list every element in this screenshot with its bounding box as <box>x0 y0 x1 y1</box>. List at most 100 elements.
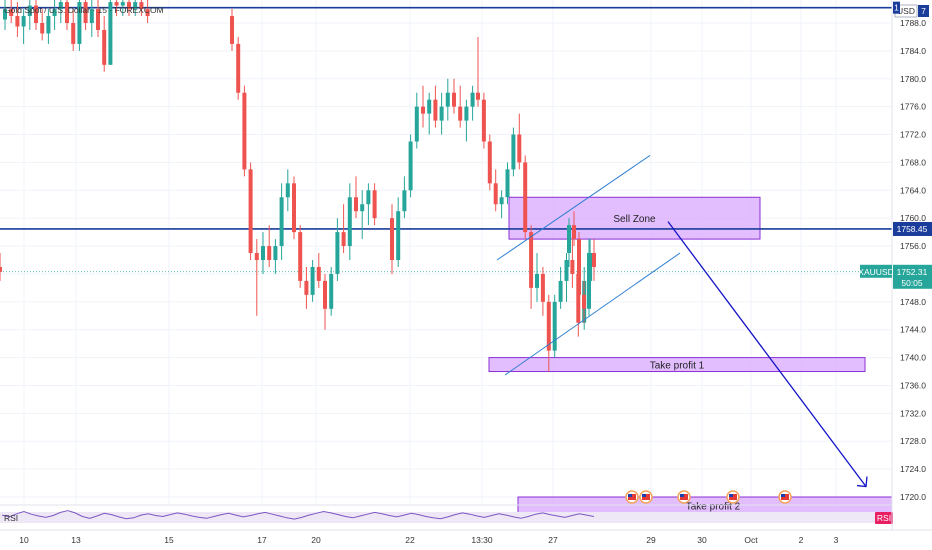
zone-label: Take profit 2 <box>686 502 741 513</box>
candle-body <box>347 197 352 247</box>
hline-tag-label: 1 <box>894 3 899 13</box>
price-tick-label: 1780.0 <box>900 74 926 84</box>
grid <box>0 0 892 505</box>
price-tick-label: 1788.0 <box>900 18 926 28</box>
candle-body <box>34 5 38 24</box>
price-tick-label: 1760.0 <box>900 213 926 223</box>
candle-body <box>71 23 76 44</box>
us-flag-icon[interactable] <box>677 490 691 504</box>
time-tick-label: 3 <box>834 535 839 545</box>
candle-body <box>145 9 150 17</box>
candle-body <box>592 253 596 267</box>
candle-body <box>372 190 377 219</box>
candle-body <box>335 232 340 274</box>
candle-body <box>9 9 14 17</box>
flag-canton <box>680 494 684 497</box>
candle-body <box>493 183 498 205</box>
candle-body <box>133 2 138 10</box>
price-tick-label: 1756.0 <box>900 241 926 251</box>
candle-body <box>267 246 272 260</box>
candle-body <box>310 266 315 295</box>
flag-canton <box>781 494 785 497</box>
candle-body <box>77 2 82 44</box>
time-tick-label: Oct <box>744 535 758 545</box>
time-axis[interactable]: 10 13 15 17 20 22 13:30 27 29 30 Oct 2 3 <box>0 529 932 545</box>
candle-body <box>445 92 450 107</box>
candle-body <box>540 273 545 302</box>
zone-box <box>488 357 866 373</box>
flag-canton <box>729 494 733 497</box>
candle-body <box>316 266 321 281</box>
candle-body <box>323 280 327 309</box>
candle-body <box>505 169 510 198</box>
candles-layer <box>0 0 596 372</box>
candle-body <box>587 253 591 309</box>
candle-body <box>421 106 425 114</box>
candle-body <box>242 92 247 170</box>
us-flag-icon[interactable] <box>726 490 740 504</box>
candle-body <box>83 2 88 23</box>
candle-body <box>427 99 432 114</box>
zones-layer: Sell Zone Take profit 1 Take profit 2 <box>488 196 893 515</box>
candle-body <box>576 273 581 323</box>
price-tick-label: 1744.0 <box>900 325 926 335</box>
candle-body <box>582 294 586 309</box>
candle-body <box>15 16 20 27</box>
candle-body <box>481 99 486 142</box>
time-tick-label: 20 <box>311 535 321 545</box>
candle-body <box>292 183 296 233</box>
candle-body <box>452 92 456 107</box>
currency-label: USD <box>897 6 915 16</box>
price-tick-label: 1772.0 <box>900 130 926 140</box>
horizontal-lines-layer <box>0 6 892 273</box>
rsi-pane: RSI RSI <box>0 504 893 524</box>
candle-body <box>408 141 413 191</box>
last-price-symbol-tag <box>860 264 892 278</box>
symbol-title: Gold Spot / U.S. Dollar · 15 · FOREXCOM <box>4 5 164 15</box>
candle-body <box>577 239 581 295</box>
last-price-value: 1752.31 <box>897 267 928 277</box>
channel-lower-line <box>504 252 681 376</box>
candle-body <box>564 260 569 281</box>
currency-flag-label: 7 <box>921 6 926 16</box>
candle-body <box>354 197 358 212</box>
target-arrow-line <box>667 221 867 487</box>
candle-body <box>108 2 113 65</box>
zone-box <box>508 196 761 240</box>
time-tick-label: 13:30 <box>471 535 493 545</box>
candle-body <box>329 273 334 309</box>
price-tick-label: 1784.0 <box>900 46 926 56</box>
candle-body <box>65 2 69 23</box>
candle-body <box>21 16 26 27</box>
us-flag-icon[interactable] <box>639 490 653 504</box>
target-arrow-head <box>856 476 868 488</box>
flag-canton <box>642 494 646 497</box>
price-tick-label: 1764.0 <box>900 185 926 195</box>
candle-body <box>499 197 504 205</box>
price-tick-label: 1740.0 <box>900 353 926 363</box>
candle-body <box>96 9 100 30</box>
candle-body <box>546 301 551 351</box>
candle-body <box>27 5 32 17</box>
us-flag-icon[interactable] <box>778 490 792 504</box>
candle-body <box>304 280 309 295</box>
candle-body <box>3 9 7 20</box>
rsi-line <box>1 510 595 520</box>
price-tick-label: 1768.0 <box>900 157 926 167</box>
hline-tag <box>893 221 932 236</box>
time-tick-label: 13 <box>71 535 81 545</box>
price-tick-label: 1724.0 <box>900 464 926 474</box>
candle-body <box>511 134 516 170</box>
candle-body <box>0 266 2 272</box>
candle-body <box>414 106 419 142</box>
candle-body <box>120 2 125 6</box>
candle-body <box>517 134 522 163</box>
candle-body <box>572 225 576 240</box>
us-flag-icon[interactable] <box>625 490 639 504</box>
candle-body <box>570 260 575 274</box>
candle-body <box>523 162 528 233</box>
candle-body <box>58 2 63 10</box>
price-axis[interactable]: 1788.0 1784.0 1780.0 1776.0 1772.0 1768.0 1764… <box>858 0 932 530</box>
